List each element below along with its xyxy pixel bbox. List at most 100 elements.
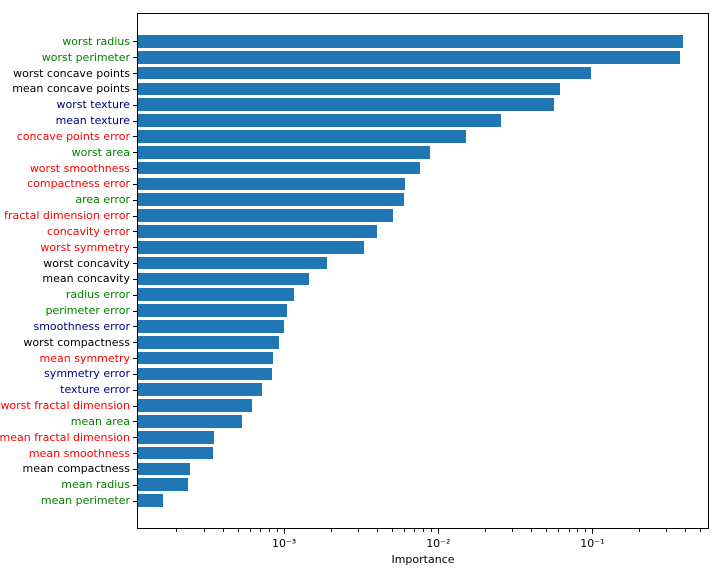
y-tick-mark bbox=[133, 279, 137, 280]
y-tick-label: mean concave points bbox=[12, 82, 130, 96]
y-tick-mark bbox=[133, 501, 137, 502]
y-tick-mark bbox=[133, 41, 137, 42]
x-tick-label: 10⁻¹ bbox=[580, 537, 605, 550]
importance-bar bbox=[138, 161, 420, 175]
x-minor-tick bbox=[700, 529, 702, 532]
y-tick-label: worst perimeter bbox=[41, 50, 130, 64]
importance-bar bbox=[138, 478, 189, 491]
y-tick-mark bbox=[133, 453, 137, 454]
y-tick-mark bbox=[133, 105, 137, 106]
x-minor-tick bbox=[404, 529, 406, 532]
importance-bar bbox=[138, 335, 280, 349]
importance-bar bbox=[138, 383, 263, 397]
y-tick-label: mean texture bbox=[55, 114, 130, 128]
y-tick-label: mean radius bbox=[61, 478, 130, 492]
y-tick-mark bbox=[133, 342, 137, 343]
importance-bar bbox=[138, 225, 377, 238]
importance-bar bbox=[138, 145, 431, 159]
y-tick-label: worst concave points bbox=[13, 66, 130, 80]
x-minor-tick bbox=[638, 529, 640, 532]
x-minor-tick bbox=[269, 529, 271, 532]
x-minor-tick bbox=[203, 529, 205, 532]
y-tick-label: worst symmetry bbox=[40, 240, 130, 254]
x-minor-tick bbox=[391, 529, 393, 532]
importance-bar bbox=[138, 351, 274, 365]
importance-bar bbox=[138, 272, 309, 286]
importance-bar bbox=[138, 193, 405, 207]
y-tick-label: worst concavity bbox=[43, 256, 130, 270]
y-tick-label: texture error bbox=[60, 383, 130, 397]
importance-bar bbox=[138, 430, 214, 444]
y-tick-mark bbox=[133, 390, 137, 391]
y-tick-mark bbox=[133, 421, 137, 422]
importance-bar bbox=[138, 50, 681, 64]
x-tick-label: 10⁻² bbox=[426, 537, 451, 550]
y-tick-mark bbox=[133, 184, 137, 185]
importance-bar bbox=[138, 367, 273, 381]
importance-bar bbox=[138, 399, 253, 412]
x-minor-tick bbox=[585, 529, 587, 532]
y-tick-mark bbox=[133, 136, 137, 137]
x-minor-tick bbox=[685, 529, 687, 532]
x-minor-tick bbox=[431, 529, 433, 532]
y-tick-label: concavity error bbox=[46, 224, 130, 238]
x-minor-tick bbox=[558, 529, 560, 532]
y-tick-label: worst radius bbox=[62, 34, 130, 48]
x-minor-tick bbox=[260, 529, 262, 532]
y-tick-mark bbox=[133, 152, 137, 153]
y-tick-label: area error bbox=[75, 193, 130, 207]
y-tick-label: worst area bbox=[71, 145, 130, 159]
x-minor-tick bbox=[531, 529, 533, 532]
y-tick-label: compactness error bbox=[27, 177, 130, 191]
x-minor-tick bbox=[577, 529, 579, 532]
y-tick-mark bbox=[133, 231, 137, 232]
x-axis-title: Importance bbox=[391, 553, 455, 566]
y-tick-mark bbox=[133, 311, 137, 312]
x-minor-tick bbox=[484, 529, 486, 532]
y-tick-label: worst smoothness bbox=[29, 161, 130, 175]
x-minor-tick bbox=[237, 529, 239, 532]
y-tick-mark bbox=[133, 406, 137, 407]
importance-bar bbox=[138, 98, 554, 112]
y-tick-label: mean compactness bbox=[22, 462, 130, 476]
y-tick-label: worst texture bbox=[56, 98, 130, 112]
y-tick-label: symmetry error bbox=[44, 367, 130, 381]
y-tick-label: mean area bbox=[70, 414, 130, 428]
x-minor-tick bbox=[511, 529, 513, 532]
y-tick-label: mean perimeter bbox=[40, 494, 130, 507]
x-minor-tick bbox=[414, 529, 416, 532]
y-tick-mark bbox=[133, 469, 137, 470]
x-minor-tick bbox=[568, 529, 570, 532]
y-tick-label: mean concavity bbox=[42, 272, 130, 286]
y-tick-label: fractal dimension error bbox=[4, 209, 130, 223]
importance-bar bbox=[138, 288, 295, 302]
y-tick-mark bbox=[133, 485, 137, 486]
y-tick-label: worst fractal dimension bbox=[0, 399, 130, 413]
importance-bar bbox=[138, 177, 406, 191]
importance-bar bbox=[138, 304, 287, 317]
x-major-tick bbox=[592, 529, 594, 534]
importance-bar bbox=[138, 494, 164, 507]
importance-bar bbox=[138, 415, 242, 428]
importance-bar bbox=[138, 130, 467, 143]
y-tick-label: mean fractal dimension bbox=[0, 430, 130, 444]
x-minor-tick bbox=[546, 529, 547, 532]
y-tick-mark bbox=[133, 57, 137, 58]
y-tick-mark bbox=[133, 247, 137, 248]
x-minor-tick bbox=[176, 529, 178, 532]
y-tick-label: mean smoothness bbox=[28, 446, 130, 460]
y-tick-label: worst compactness bbox=[23, 335, 130, 349]
importance-bar bbox=[138, 462, 191, 476]
y-tick-mark bbox=[133, 295, 137, 296]
y-tick-mark bbox=[133, 326, 137, 327]
y-tick-mark bbox=[133, 216, 137, 217]
x-minor-tick bbox=[330, 529, 332, 532]
y-tick-label: smoothness error bbox=[33, 319, 130, 333]
y-tick-mark bbox=[133, 168, 137, 169]
x-minor-tick bbox=[665, 529, 667, 532]
x-minor-tick bbox=[376, 529, 378, 532]
x-minor-tick bbox=[423, 529, 425, 532]
importance-bar bbox=[138, 256, 328, 270]
y-tick-mark bbox=[133, 437, 137, 438]
